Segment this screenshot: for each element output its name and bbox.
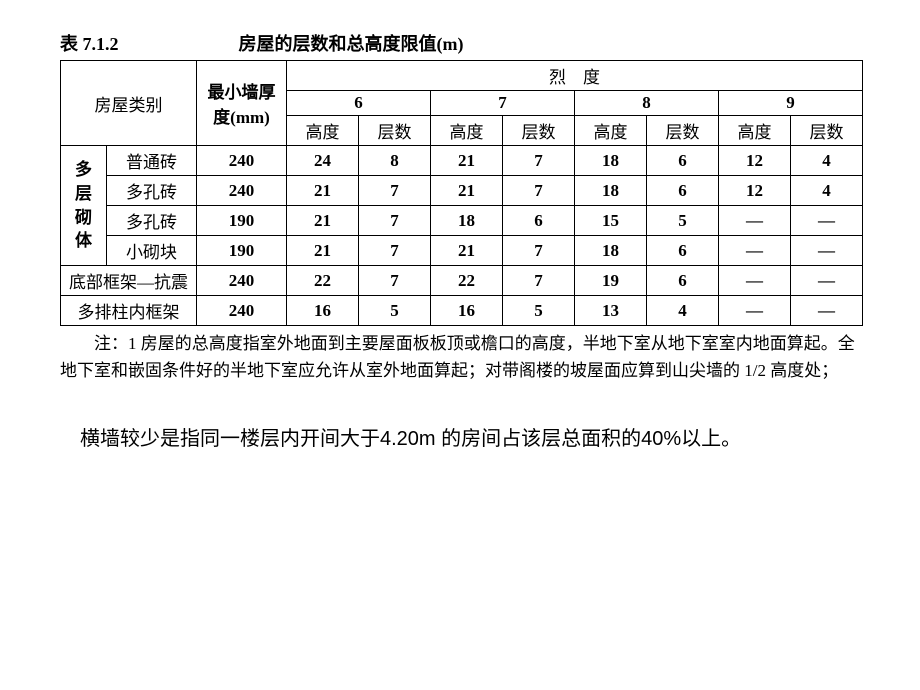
level-7: 7 [431,91,575,116]
sub-height: 高度 [575,116,647,146]
cell: 5 [359,296,431,326]
cell: 普通砖 [107,146,197,176]
cell: 18 [575,176,647,206]
cell: 4 [647,296,719,326]
cell: 8 [359,146,431,176]
table-row: 小砌块 190 21 7 21 7 18 6 — — [61,236,863,266]
cell: 18 [575,146,647,176]
table-row: 多层砌体 普通砖 240 24 8 21 7 18 6 12 4 [61,146,863,176]
cell: — [719,236,791,266]
cell: 7 [503,236,575,266]
group-label: 多层砌体 [61,146,107,266]
cell: 多排柱内框架 [61,296,197,326]
cell: 22 [431,266,503,296]
cell: 小砌块 [107,236,197,266]
cell: 7 [503,146,575,176]
cell: 18 [575,236,647,266]
cell: — [791,206,863,236]
col-intensity: 烈 度 [287,61,863,91]
col-category: 房屋类别 [61,61,197,146]
cell: 21 [431,176,503,206]
sub-height: 高度 [719,116,791,146]
cell: 5 [503,296,575,326]
cell: 4 [791,176,863,206]
col-thickness: 最小墙厚度(mm) [197,61,287,146]
table-number: 表 7.1.2 [60,30,119,56]
table-title: 房屋的层数和总高度限值(m) [239,30,464,56]
cell: — [719,296,791,326]
cell: 21 [287,236,359,266]
table-row: 多孔砖 240 21 7 21 7 18 6 12 4 [61,176,863,206]
sub-floors: 层数 [359,116,431,146]
table-note: 注：1 房屋的总高度指室外地面到主要屋面板板顶或檐口的高度，半地下室从地下室室内… [60,330,860,384]
table-row: 多排柱内框架 240 16 5 16 5 13 4 — — [61,296,863,326]
table-row: 多孔砖 190 21 7 18 6 15 5 — — [61,206,863,236]
cell: 16 [287,296,359,326]
cell: 底部框架—抗震 [61,266,197,296]
cell: 15 [575,206,647,236]
cell: 19 [575,266,647,296]
body-paragraph: 横墙较少是指同一楼层内开间大于4.20m 的房间占该层总面积的40%以上。 [60,424,860,454]
level-9: 9 [719,91,863,116]
cell: — [791,236,863,266]
cell: — [719,266,791,296]
level-8: 8 [575,91,719,116]
cell: 7 [359,176,431,206]
cell: 240 [197,296,287,326]
cell: 6 [647,236,719,266]
cell: 13 [575,296,647,326]
cell: 多孔砖 [107,206,197,236]
cell: 12 [719,176,791,206]
cell: 6 [647,266,719,296]
cell: 6 [503,206,575,236]
cell: 240 [197,176,287,206]
cell: 7 [503,176,575,206]
cell: 7 [503,266,575,296]
sub-floors: 层数 [503,116,575,146]
level-6: 6 [287,91,431,116]
cell: — [719,206,791,236]
sub-floors: 层数 [791,116,863,146]
cell: 6 [647,146,719,176]
cell: 7 [359,206,431,236]
cell: 多孔砖 [107,176,197,206]
cell: 7 [359,236,431,266]
cell: — [791,296,863,326]
cell: 190 [197,236,287,266]
cell: 190 [197,206,287,236]
sub-height: 高度 [431,116,503,146]
cell: — [791,266,863,296]
cell: 18 [431,206,503,236]
cell: 21 [287,176,359,206]
cell: 24 [287,146,359,176]
cell: 240 [197,146,287,176]
cell: 12 [719,146,791,176]
cell: 16 [431,296,503,326]
limits-table: 房屋类别 最小墙厚度(mm) 烈 度 6 7 8 9 高度 层数 高度 层数 高… [60,60,863,326]
table-header: 表 7.1.2 房屋的层数和总高度限值(m) [60,30,860,56]
cell: 21 [287,206,359,236]
header-row-1: 房屋类别 最小墙厚度(mm) 烈 度 [61,61,863,91]
cell: 22 [287,266,359,296]
sub-height: 高度 [287,116,359,146]
table-row: 底部框架—抗震 240 22 7 22 7 19 6 — — [61,266,863,296]
cell: 21 [431,236,503,266]
sub-floors: 层数 [647,116,719,146]
cell: 4 [791,146,863,176]
cell: 240 [197,266,287,296]
cell: 21 [431,146,503,176]
cell: 5 [647,206,719,236]
cell: 6 [647,176,719,206]
cell: 7 [359,266,431,296]
